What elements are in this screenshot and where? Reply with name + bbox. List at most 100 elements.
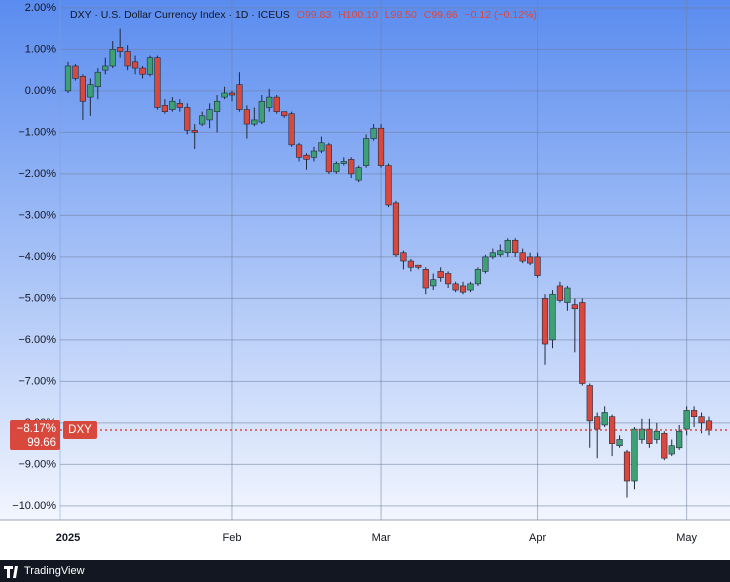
candle-body: [556, 285, 564, 301]
candle-body: [139, 67, 146, 75]
candle-body: [631, 428, 638, 482]
candle-body: [370, 127, 377, 139]
candle-body: [609, 416, 616, 444]
last-price-box: [10, 419, 60, 450]
candle-body: [638, 428, 646, 440]
candle-body: [459, 285, 467, 293]
symbol-box: [63, 420, 97, 439]
candle-body: [154, 57, 161, 108]
footer-bar: [0, 560, 730, 582]
candle-body: [288, 113, 295, 146]
y-tick-label: −2.00%: [18, 168, 56, 180]
candle-body: [541, 298, 549, 345]
candle-body: [616, 439, 623, 447]
candle-body: [117, 47, 124, 52]
candle-body: [87, 84, 94, 98]
candle-body: [400, 252, 407, 262]
x-tick-label: 2025: [56, 532, 80, 544]
candle-body: [333, 163, 340, 173]
candle-body: [146, 57, 154, 75]
y-tick-label: −9.00%: [18, 458, 56, 470]
last-price-percent: −8.17%: [17, 423, 56, 435]
labels: 2.00% 1.00% 0.00% −1.00% −2.00% −3.00% −4.00% −…: [10, 2, 730, 544]
y-tick-label: −1.00%: [18, 126, 56, 138]
y-tick-label: −10.00%: [12, 500, 56, 512]
candle-body: [94, 71, 101, 88]
y-tick-label: −3.00%: [18, 209, 56, 221]
candle-body: [705, 420, 713, 431]
ohlc-open: O99.83: [297, 9, 332, 21]
candle-body: [221, 92, 228, 98]
candle-body: [519, 252, 526, 262]
candle-body: [363, 138, 370, 166]
candle-body: [213, 100, 221, 112]
candle-body: [318, 142, 325, 152]
candle-body: [407, 260, 414, 268]
candle-body: [653, 430, 660, 440]
footer-brand: TradingView: [24, 565, 85, 577]
candle-body: [184, 107, 191, 131]
footer-logo: [4, 566, 18, 578]
y-tick-label: −5.00%: [18, 292, 56, 304]
candle-body: [355, 167, 362, 181]
candle-body: [72, 65, 79, 79]
x-tick-label: Feb: [222, 532, 241, 544]
ohlc-close: C99.66: [424, 9, 458, 21]
last-price: 99.66: [27, 437, 56, 449]
candle-body: [430, 279, 437, 287]
candle-body: [534, 256, 541, 276]
candle-body: [690, 410, 698, 417]
candle-body: [303, 154, 310, 160]
candle-body: [228, 92, 236, 96]
candle-body: [586, 385, 593, 422]
candle-body: [169, 100, 176, 110]
candle-body: [251, 119, 258, 125]
candle-body: [243, 109, 250, 125]
x-tick-label: Mar: [372, 532, 391, 544]
candle-body: [676, 430, 683, 449]
candle-body: [131, 61, 139, 69]
candle-body: [623, 451, 631, 482]
candle-body: [392, 202, 400, 256]
candle-body: [236, 84, 243, 110]
candle-body: [102, 65, 109, 71]
x-tick-label: Apr: [529, 532, 546, 544]
candle-body: [258, 100, 265, 123]
x-tick-label: May: [676, 532, 697, 544]
candle-body: [422, 269, 429, 289]
candle-body: [348, 159, 355, 175]
candle-body: [489, 252, 496, 258]
candle-body: [601, 412, 608, 426]
y-tick-label: 0.00%: [25, 85, 56, 97]
candle-body: [79, 76, 87, 102]
y-tick-label: −7.00%: [18, 375, 56, 387]
candle-body: [579, 302, 586, 384]
candle-body: [199, 115, 206, 125]
candle-body: [497, 250, 504, 256]
ohlc-change: −0.12 (−0.12%): [465, 9, 537, 21]
candle-body: [564, 287, 571, 303]
candle-body: [571, 304, 578, 310]
candle-body: [512, 239, 519, 254]
candle-body: [109, 49, 116, 67]
candle-body: [325, 144, 332, 173]
candle-body: [474, 269, 482, 285]
candle-body: [698, 416, 705, 424]
candle-body: [683, 410, 690, 430]
candle-body: [176, 103, 183, 108]
candle-body: [385, 165, 392, 206]
candle-body: [273, 96, 280, 112]
candle-body: [295, 144, 303, 158]
candles: [64, 28, 713, 498]
candle-body: [549, 293, 556, 341]
candle-body: [668, 445, 675, 455]
candle-body: [467, 283, 474, 291]
ohlc-low: L99.50: [385, 9, 417, 21]
candle-body: [281, 111, 288, 117]
candle-body: [377, 127, 385, 166]
y-tick-label: 2.00%: [25, 2, 56, 14]
candle-body: [482, 256, 489, 272]
ohlc-high: H100.10: [338, 9, 378, 21]
candle-body: [161, 105, 168, 112]
